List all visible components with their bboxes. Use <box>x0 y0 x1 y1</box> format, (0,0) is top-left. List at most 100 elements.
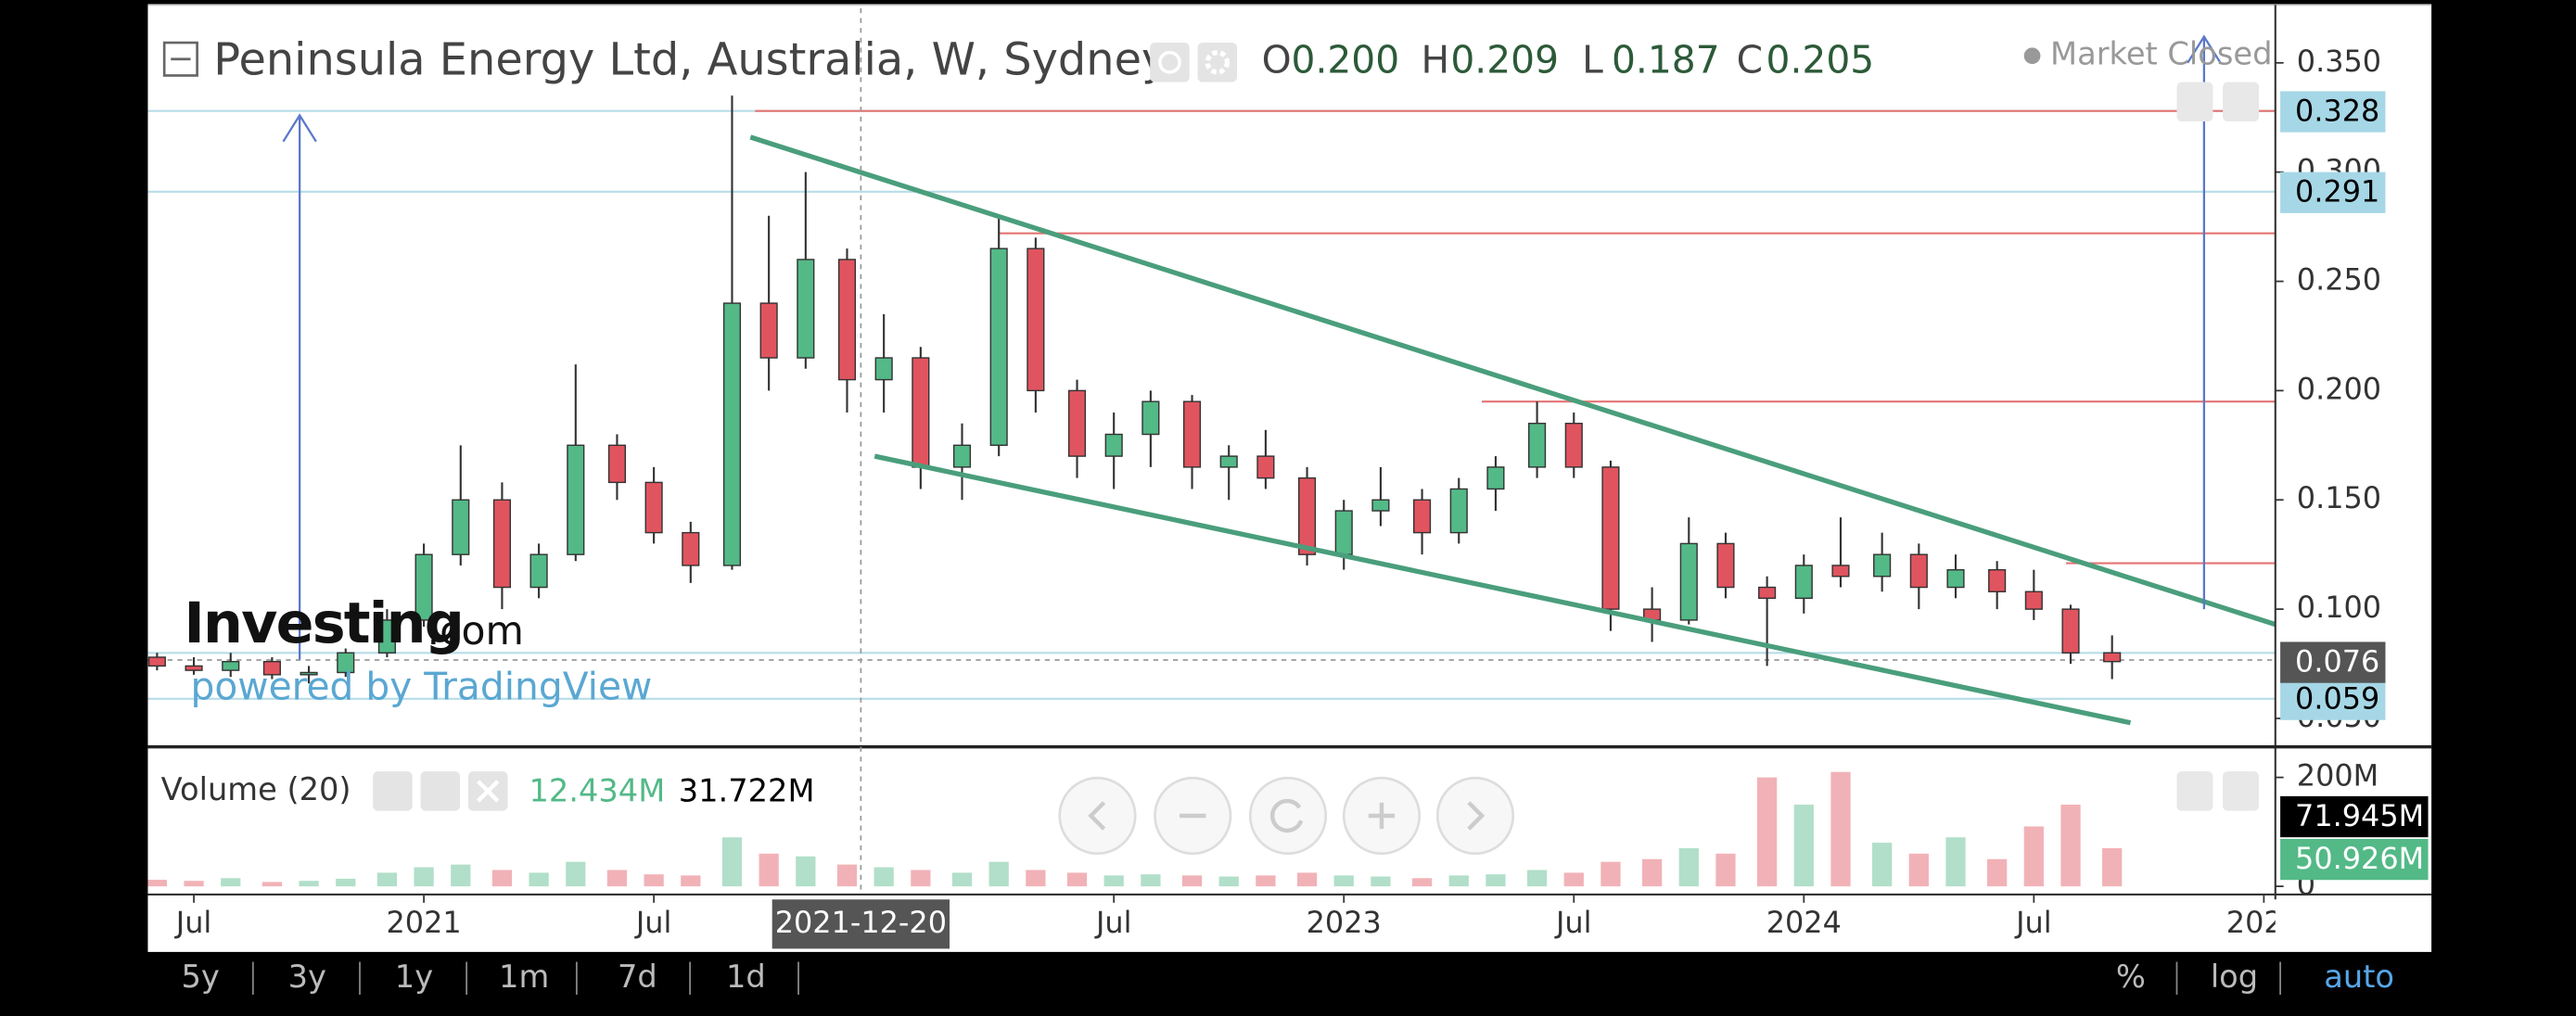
volume-bar <box>911 870 931 887</box>
volume-bar <box>566 861 586 887</box>
volume-bar <box>1411 878 1433 887</box>
candle-body <box>492 499 511 589</box>
candle-body <box>912 357 930 468</box>
range-button[interactable]: 3y <box>288 959 326 995</box>
candle-body <box>1141 400 1160 436</box>
x-tick-label: Jul <box>1554 905 1591 940</box>
volume-bar <box>836 864 858 887</box>
volume-bar <box>1641 858 1663 887</box>
volume-bar <box>796 856 816 887</box>
volume-legend-value: 12.434M <box>529 773 665 809</box>
candle-body <box>1909 553 1928 589</box>
volume-bar <box>1830 771 1851 887</box>
volume-bar <box>1987 858 2008 887</box>
crosshair-label-box <box>772 899 950 949</box>
settings-button[interactable] <box>1197 43 1238 83</box>
candle-body <box>300 671 318 676</box>
range-button[interactable]: 1y <box>395 959 433 995</box>
candle-body <box>147 656 166 667</box>
price-label: 0.328 <box>2295 93 2379 128</box>
volume-bar <box>874 867 894 887</box>
volume-bar <box>414 867 434 887</box>
ohlc-value: 0.209 <box>1450 37 1559 82</box>
price-label-box <box>2280 91 2386 133</box>
candle-body <box>222 660 240 671</box>
collapse-button[interactable] <box>162 41 198 77</box>
x-tick-label: Jul <box>1094 905 1131 940</box>
scroll-down-button[interactable] <box>2223 82 2260 122</box>
volume-down-button[interactable] <box>2223 771 2260 811</box>
candle-body <box>1449 488 1468 534</box>
x-tick-label: 2023 <box>1307 905 1382 940</box>
candle-body <box>837 259 857 381</box>
ohlc-value: 0.187 <box>1612 37 1720 82</box>
volume-bar <box>451 864 471 887</box>
watermark-powered: powered by TradingView <box>191 665 653 709</box>
candle-body <box>1104 433 1123 457</box>
candle-body <box>1256 455 1275 479</box>
ohlc-letter: C <box>1737 37 1763 82</box>
volume-bar <box>491 870 513 887</box>
volume-bar <box>644 874 664 887</box>
volume-bar <box>2060 804 2081 887</box>
candle-body <box>1334 510 1353 555</box>
gear-icon <box>1205 50 1231 75</box>
volume-tick-label: 200M <box>2297 758 2378 794</box>
volume-bar <box>221 878 241 887</box>
option-button[interactable]: auto <box>2324 959 2394 995</box>
candle-body <box>1716 542 1735 589</box>
volume-bar <box>1026 870 1046 887</box>
volume-settings[interactable] <box>420 771 461 811</box>
candle-body <box>797 259 815 359</box>
volume-bar <box>1256 875 1276 887</box>
candle-body <box>722 302 742 566</box>
scroll-right[interactable] <box>1435 776 1515 856</box>
close-icon <box>476 780 500 803</box>
x-tick-label: 2021 <box>387 905 462 940</box>
range-button[interactable]: 1d <box>726 959 766 995</box>
candle-body <box>1371 499 1390 512</box>
price-label: 0.076 <box>2295 643 2379 679</box>
crosshair-label: 2021-12-20 <box>775 905 947 940</box>
trend-line <box>874 453 2132 726</box>
candle-body <box>1873 553 1892 578</box>
x-tick-label: 2025 <box>2226 905 2302 940</box>
reset[interactable] <box>1248 776 1328 856</box>
arrow-head <box>282 113 317 143</box>
range-button[interactable]: 5y <box>181 959 219 995</box>
volume-bar <box>988 861 1009 887</box>
volume-label: 71.945M <box>2295 798 2424 833</box>
volume-title: Volume (20) <box>161 771 351 807</box>
volume-bar <box>1600 861 1621 887</box>
range-button[interactable]: 7d <box>618 959 657 995</box>
volume-visibility[interactable] <box>373 771 413 811</box>
volume-label-box <box>2280 838 2429 881</box>
volume-bar <box>299 881 319 887</box>
volume-bar <box>1448 875 1469 887</box>
range-button[interactable]: 1m <box>499 959 549 995</box>
candle-body <box>377 619 396 654</box>
volume-bar <box>1678 847 1699 887</box>
volume-bar <box>147 880 168 887</box>
volume-bar <box>1103 875 1124 887</box>
option-button[interactable]: % <box>2116 959 2146 995</box>
price-label: 0.291 <box>2295 174 2379 210</box>
arrow-head <box>2187 34 2222 64</box>
volume-bar <box>1333 875 1354 887</box>
toolbar <box>147 951 2432 1005</box>
candle-body <box>607 444 627 484</box>
ohlc-value: 0.205 <box>1766 37 1875 82</box>
candle-body <box>2103 652 2122 663</box>
volume-bar <box>2023 826 2044 887</box>
volume-up-button[interactable] <box>2176 771 2213 811</box>
scroll-left[interactable] <box>1058 776 1137 856</box>
scroll-up-button[interactable] <box>2176 82 2213 122</box>
volume-bar <box>1793 804 1814 887</box>
candle-body <box>874 357 893 381</box>
option-button[interactable]: log <box>2211 959 2258 995</box>
candle-body <box>1297 476 1317 555</box>
candle-body <box>1027 248 1045 392</box>
candle-body <box>185 665 203 671</box>
candle-body <box>1946 568 1965 589</box>
visibility-button[interactable] <box>1150 43 1190 83</box>
